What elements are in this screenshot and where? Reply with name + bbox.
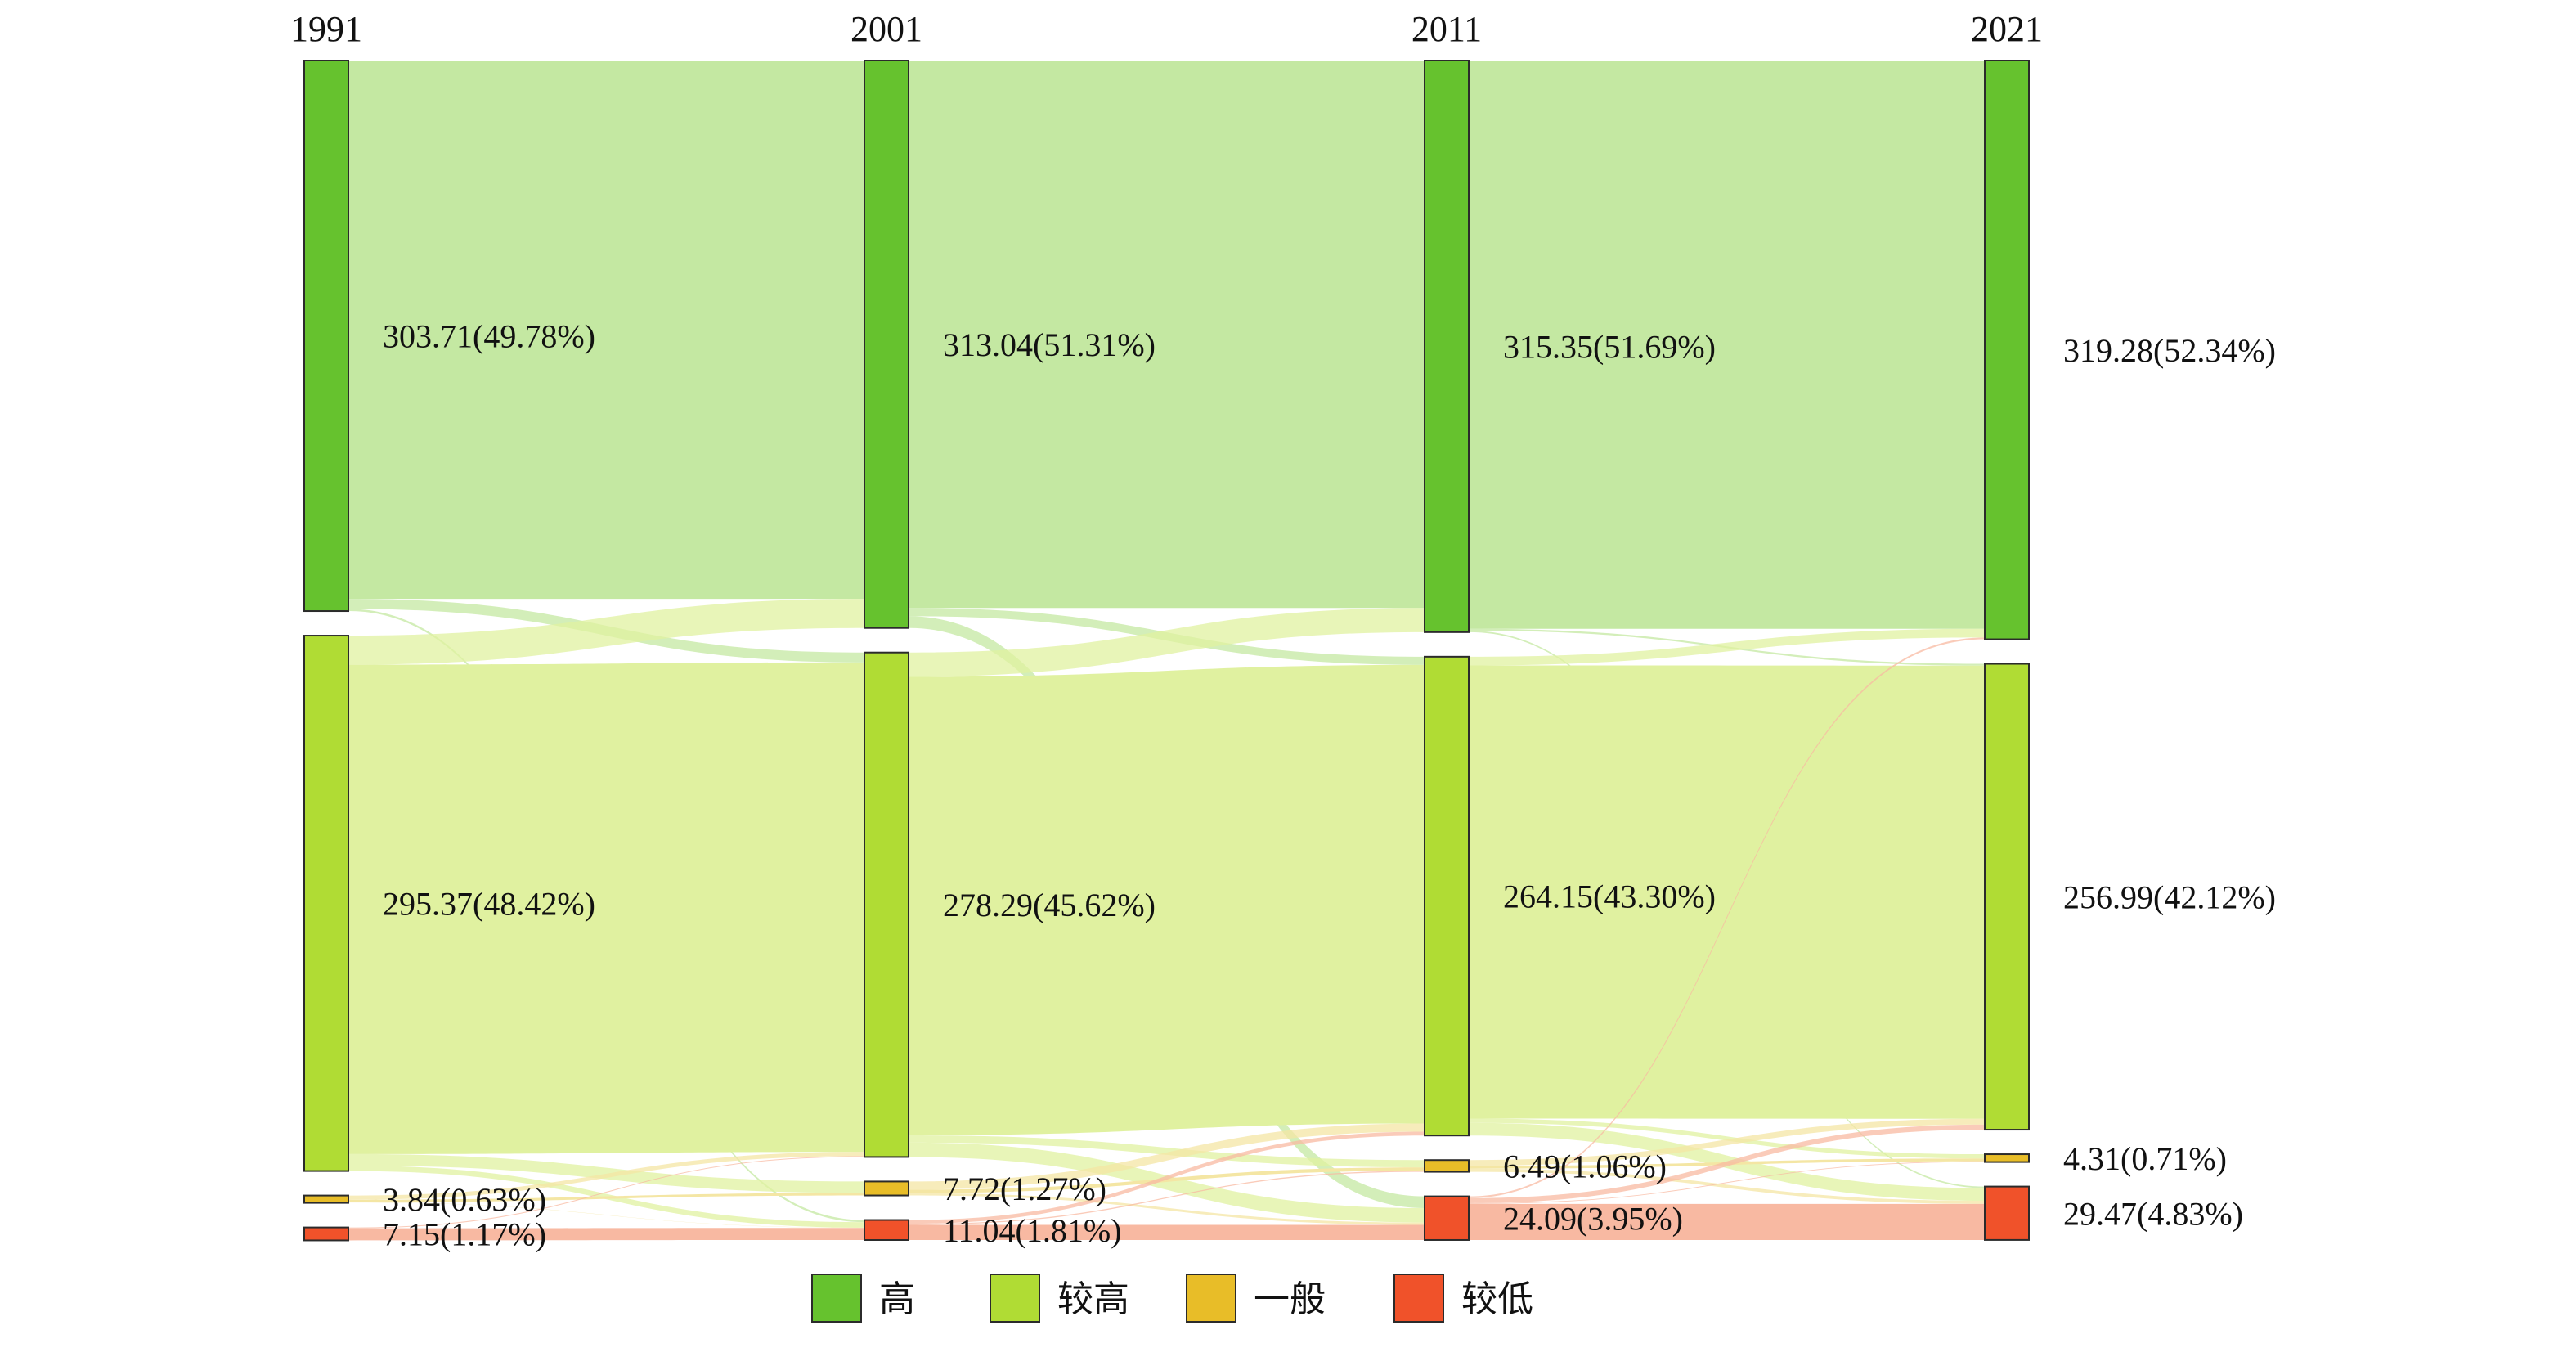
- flow-2011-higher-to-2021-higher: [1469, 665, 1985, 1119]
- flow-1991-high-to-2001-high: [348, 61, 864, 600]
- flow-2011-lower-to-2021-higher: [1469, 1124, 1985, 1203]
- flow-2001-general-to-2011-general: [909, 1167, 1425, 1193]
- legend-swatch-high: [811, 1274, 862, 1323]
- year-label-2001: 2001: [850, 9, 922, 49]
- flow-2011-high-to-2021-high: [1469, 61, 1985, 629]
- flow-1991-lower-to-2001-lower: [348, 1228, 864, 1241]
- flow-1991-higher-to-2001-general: [348, 1153, 864, 1193]
- flow-2001-general-to-2011-lower: [909, 1193, 1425, 1225]
- flow-2011-lower-to-2021-general: [1469, 1161, 1985, 1204]
- node-label-2011-higher: 264.15(43.30%): [1503, 878, 1716, 915]
- flow-2001-lower-to-2011-higher: [909, 1131, 1425, 1224]
- flow-1991-lower-to-2001-higher: [348, 1156, 864, 1229]
- flow-1991-general-to-2001-lower: [348, 1202, 864, 1229]
- node-2011-higher: [1424, 655, 1470, 1137]
- node-2021-high: [1984, 60, 2030, 640]
- flow-1991-general-to-2001-general: [348, 1193, 864, 1202]
- node-label-2021-high: 319.28(52.34%): [2063, 332, 2276, 369]
- legend-label-higher: 较高: [1057, 1278, 1129, 1320]
- node-2021-lower: [1984, 1185, 2030, 1241]
- node-label-1991-general: 3.84(0.63%): [383, 1181, 546, 1218]
- flow-2001-high-to-2011-high: [909, 61, 1425, 609]
- flow-1991-general-to-2001-higher: [348, 1152, 864, 1200]
- flow-2011-general-to-2021-higher: [1469, 1118, 1985, 1166]
- node-2001-general: [864, 1180, 909, 1197]
- node-1991-general: [303, 1194, 349, 1204]
- node-label-2001-higher: 278.29(45.62%): [943, 887, 1156, 923]
- year-label-2011: 2011: [1411, 9, 1482, 49]
- flow-2001-lower-to-2011-lower: [909, 1224, 1425, 1240]
- year-label-2021: 2021: [1971, 9, 2043, 49]
- flow-2011-lower-to-2021-lower: [1469, 1203, 1985, 1240]
- node-label-2011-general: 6.49(1.06%): [1503, 1148, 1667, 1184]
- year-labels: 1991 2001 2011 2021: [290, 9, 2043, 49]
- legend-item-higher: 较高: [990, 1274, 1129, 1323]
- node-2001-lower: [864, 1219, 909, 1242]
- flow-2001-higher-to-2011-high: [909, 608, 1425, 677]
- node-1991-high: [303, 60, 349, 613]
- node-label-1991-lower: 7.15(1.17%): [383, 1216, 546, 1253]
- nodes-layer: [303, 60, 2030, 1242]
- flow-2011-lower-to-2021-high: [1469, 637, 1985, 1198]
- legend-item-general: 一般: [1186, 1274, 1326, 1323]
- node-2011-general: [1424, 1159, 1470, 1173]
- legend-swatch-higher: [990, 1274, 1040, 1323]
- flow-2001-higher-to-2011-general: [909, 1135, 1425, 1168]
- flow-2001-general-to-2011-higher: [909, 1123, 1425, 1190]
- node-label-2011-lower: 24.09(3.95%): [1503, 1200, 1683, 1237]
- legend-label-high: 高: [879, 1278, 915, 1320]
- flow-1991-higher-to-2001-high: [348, 599, 864, 665]
- node-2011-high: [1424, 60, 1470, 633]
- node-label-2001-lower: 11.04(1.81%): [943, 1212, 1121, 1249]
- flow-2001-lower-to-2011-general: [909, 1171, 1425, 1225]
- flow-2001-higher-to-2011-lower: [909, 1142, 1425, 1223]
- flow-2011-general-to-2021-lower: [1469, 1168, 1985, 1204]
- legend-swatch-lower: [1393, 1274, 1444, 1323]
- year-label-1991: 1991: [290, 9, 362, 49]
- node-label-2021-general: 4.31(0.71%): [2063, 1140, 2227, 1177]
- flow-2011-higher-to-2021-high: [1469, 628, 1985, 666]
- node-2011-lower: [1424, 1195, 1470, 1241]
- labels-layer: 303.71(49.78%)295.37(48.42%)3.84(0.63%)7…: [383, 318, 2276, 1253]
- flows-layer: [348, 61, 1985, 1241]
- node-label-2011-high: 315.35(51.69%): [1503, 328, 1716, 365]
- node-label-2001-high: 313.04(51.31%): [943, 326, 1156, 363]
- legend-label-lower: 较低: [1461, 1278, 1533, 1320]
- node-label-2021-higher: 256.99(42.12%): [2063, 878, 2276, 915]
- legend-swatch-general: [1186, 1274, 1236, 1323]
- node-1991-lower: [303, 1226, 349, 1242]
- node-2001-higher: [864, 651, 909, 1158]
- legend-item-lower: 较低: [1393, 1274, 1533, 1323]
- node-label-2021-lower: 29.47(4.83%): [2063, 1195, 2243, 1232]
- node-label-2001-general: 7.72(1.27%): [943, 1171, 1106, 1207]
- flow-2001-higher-to-2011-higher: [909, 664, 1425, 1135]
- node-2021-general: [1984, 1153, 2030, 1163]
- flow-1991-higher-to-2001-higher: [348, 662, 864, 1154]
- node-label-1991-higher: 295.37(48.42%): [383, 885, 595, 922]
- flow-2011-higher-to-2021-general: [1469, 1118, 1985, 1159]
- node-1991-higher: [303, 635, 349, 1172]
- node-2001-high: [864, 60, 909, 629]
- legend-label-general: 一般: [1254, 1278, 1326, 1320]
- node-label-1991-high: 303.71(49.78%): [383, 318, 595, 355]
- legend: 高 较高 一般 较低: [811, 1274, 1533, 1323]
- node-2021-higher: [1984, 663, 2030, 1131]
- legend-item-high: 高: [811, 1274, 915, 1323]
